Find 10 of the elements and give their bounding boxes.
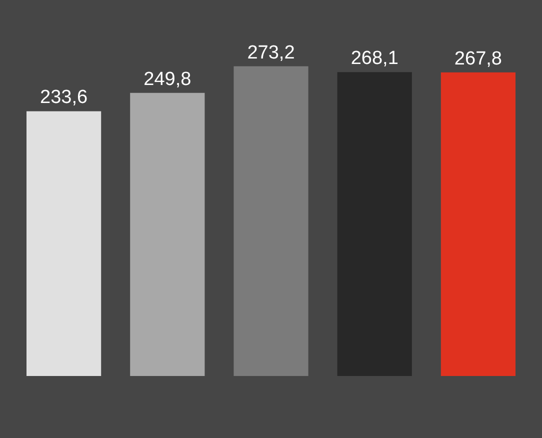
data-label: 233,6 [40, 87, 88, 108]
data-label: 268,1 [350, 48, 398, 70]
data-label: 273,2 [247, 42, 295, 64]
bar [234, 66, 308, 376]
bar [26, 111, 102, 376]
bar [440, 72, 516, 376]
data-label: 249,8 [144, 68, 192, 90]
data-label: 267,8 [454, 48, 502, 70]
bar [337, 72, 412, 376]
bar [130, 92, 205, 376]
